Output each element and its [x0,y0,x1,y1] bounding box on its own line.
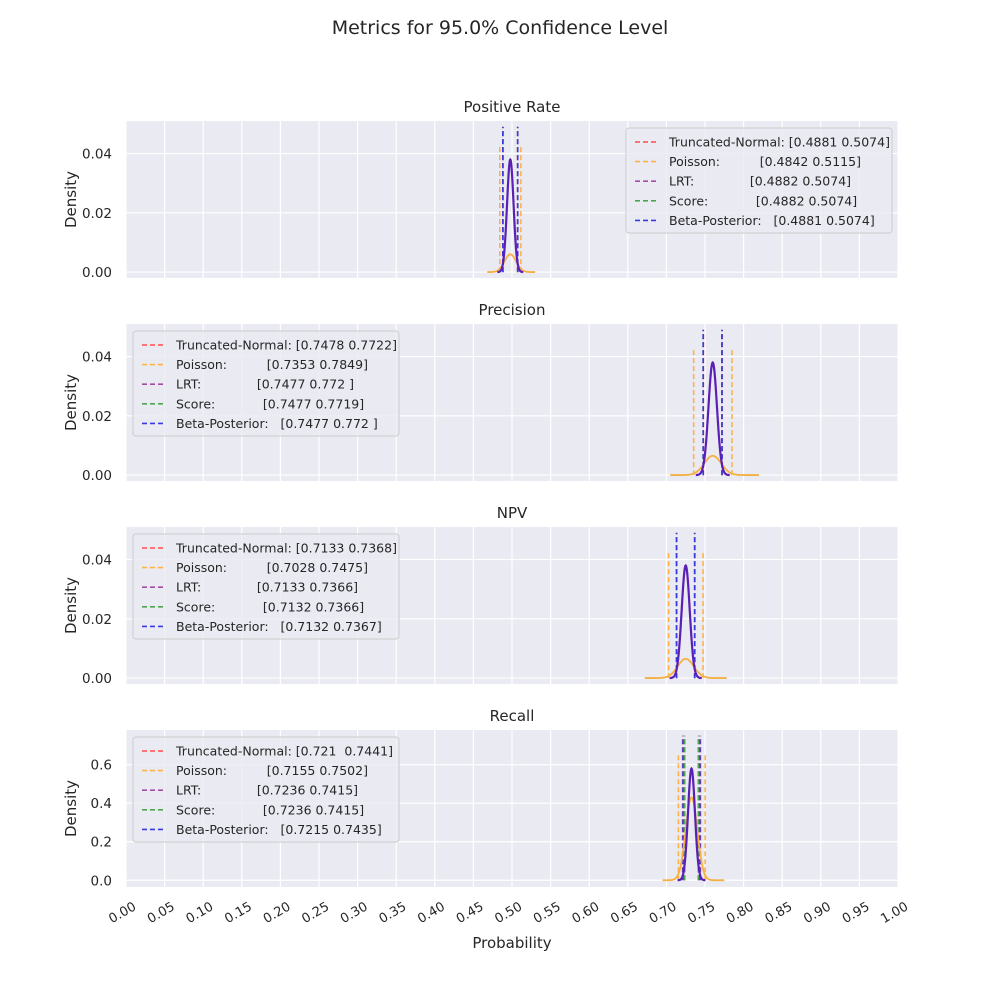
y-tick-label: 0.2 [91,835,112,851]
legend-entry-score: Score: [0.7236 0.7415] [176,802,364,817]
x-tick-label: 0.70 [647,899,680,926]
panel-title: Recall [490,707,535,725]
y-tick-label: 0.02 [82,612,112,628]
x-tick-label: 0.00 [106,899,139,926]
legend-entry-truncated-normal: Truncated-Normal: [0.4881 0.5074] [668,135,890,150]
poisson-density-curve [670,454,760,476]
legend-entry-poisson: Poisson: [0.7353 0.7849] [176,357,368,372]
x-tick-label: 0.15 [222,899,255,926]
y-tick-label: 0.00 [82,671,112,687]
legend-entry-lrt: LRT: [0.7477 0.772 ] [176,377,354,392]
y-tick-label: 0.4 [91,796,112,812]
panel-npv: 0.00 0.02 0.04 NPV Density Truncated-Normal: … [62,504,899,687]
legend: Truncated-Normal: [0.4881 0.5074] Poisson… [625,127,893,234]
panel-title: Positive Rate [464,98,561,116]
x-tick-label: 0.85 [763,899,796,926]
x-tick-label: 0.05 [145,899,178,926]
y-tick-label: 0.02 [82,409,112,425]
legend-box [132,533,400,640]
x-tick-label: 0.50 [492,899,525,926]
legend-entry-score: Score: [0.4882 0.5074] [669,193,857,208]
legend-entry-truncated-normal: Truncated-Normal: [0.721 0.7441] [175,744,393,759]
legend-entry-lrt: LRT: [0.7236 0.7415] [176,783,358,798]
figure-title: Metrics for 95.0% Confidence Level [332,17,669,39]
density-curve [669,564,702,680]
legend-entry-beta-posterior: Beta-Posterior: [0.7132 0.7367] [176,619,382,634]
x-tick-label: 0.60 [570,899,603,926]
x-tick-label: 0.30 [338,899,371,926]
y-axis-label: Density [62,374,80,431]
x-tick-label: 0.45 [454,899,487,926]
legend-entry-poisson: Poisson: [0.7028 0.7475] [176,560,368,575]
x-tick-label: 0.35 [377,899,410,926]
legend-entry-truncated-normal: Truncated-Normal: [0.7478 0.7722] [175,338,397,353]
panel-recall: 0.0 0.2 0.4 0.6 Recall Density Truncated-Norma… [62,707,911,927]
legend: Truncated-Normal: [0.721 0.7441] Poisson:… [132,736,400,843]
density-curve [497,157,524,274]
legend-box [132,736,400,843]
panel-positive-rate: 0.00 0.02 0.04 Positive Rate Density Truncate… [62,98,899,281]
density-curve [677,766,706,882]
legend-entry-poisson: Poisson: [0.7155 0.7502] [176,763,368,778]
x-tick-label: 0.90 [801,899,834,926]
panel-title: NPV [497,504,528,522]
legend-entry-score: Score: [0.7132 0.7366] [176,599,364,614]
y-tick-label: 0.00 [82,468,112,484]
legend: Truncated-Normal: [0.7478 0.7722] Poisson… [132,330,400,437]
x-tick-label: 0.80 [724,899,757,926]
legend-entry-beta-posterior: Beta-Posterior: [0.7215 0.7435] [176,822,382,837]
y-tick-label: 0.04 [82,553,112,569]
legend-entry-poisson: Poisson: [0.4842 0.5115] [669,154,861,169]
legend-entry-beta-posterior: Beta-Posterior: [0.7477 0.772 ] [176,416,378,431]
y-tick-label: 0.00 [82,265,112,281]
x-tick-label: 0.40 [415,899,448,926]
y-axis-label: Density [62,171,80,228]
x-axis-label: Probability [472,934,551,952]
x-tick-label: 0.65 [608,899,641,926]
y-tick-label: 0.04 [82,350,112,366]
x-tick-label: 0.75 [685,899,718,926]
legend-entry-truncated-normal: Truncated-Normal: [0.7133 0.7368] [175,541,397,556]
legend-box [625,127,893,234]
y-tick-label: 0.04 [82,147,112,163]
density-curve [695,361,730,477]
legend: Truncated-Normal: [0.7133 0.7368] Poisson… [132,533,400,640]
y-axis-label: Density [62,577,80,634]
x-tick-label: 0.10 [184,899,217,926]
poisson-density-curve [644,657,727,679]
y-tick-label: 0.0 [91,873,112,889]
x-tick-label: 0.20 [261,899,294,926]
x-tick-label: 0.95 [840,899,873,926]
panel-title: Precision [479,301,546,319]
x-tick-label: 1.00 [878,899,911,926]
y-tick-label: 0.6 [91,758,112,774]
legend-entry-score: Score: [0.7477 0.7719] [176,396,364,411]
panel-precision: 0.00 0.02 0.04 Precision Density Truncated-No… [62,301,899,484]
y-tick-label: 0.02 [82,206,112,222]
poisson-density-curve [487,253,536,273]
legend-box [132,330,400,437]
y-axis-label: Density [62,780,80,837]
x-tick-label: 0.55 [531,899,564,926]
x-tick-label: 0.25 [299,899,332,926]
legend-entry-beta-posterior: Beta-Posterior: [0.4881 0.5074] [669,213,875,228]
legend-entry-lrt: LRT: [0.4882 0.5074] [669,174,851,189]
legend-entry-lrt: LRT: [0.7133 0.7366] [176,580,358,595]
